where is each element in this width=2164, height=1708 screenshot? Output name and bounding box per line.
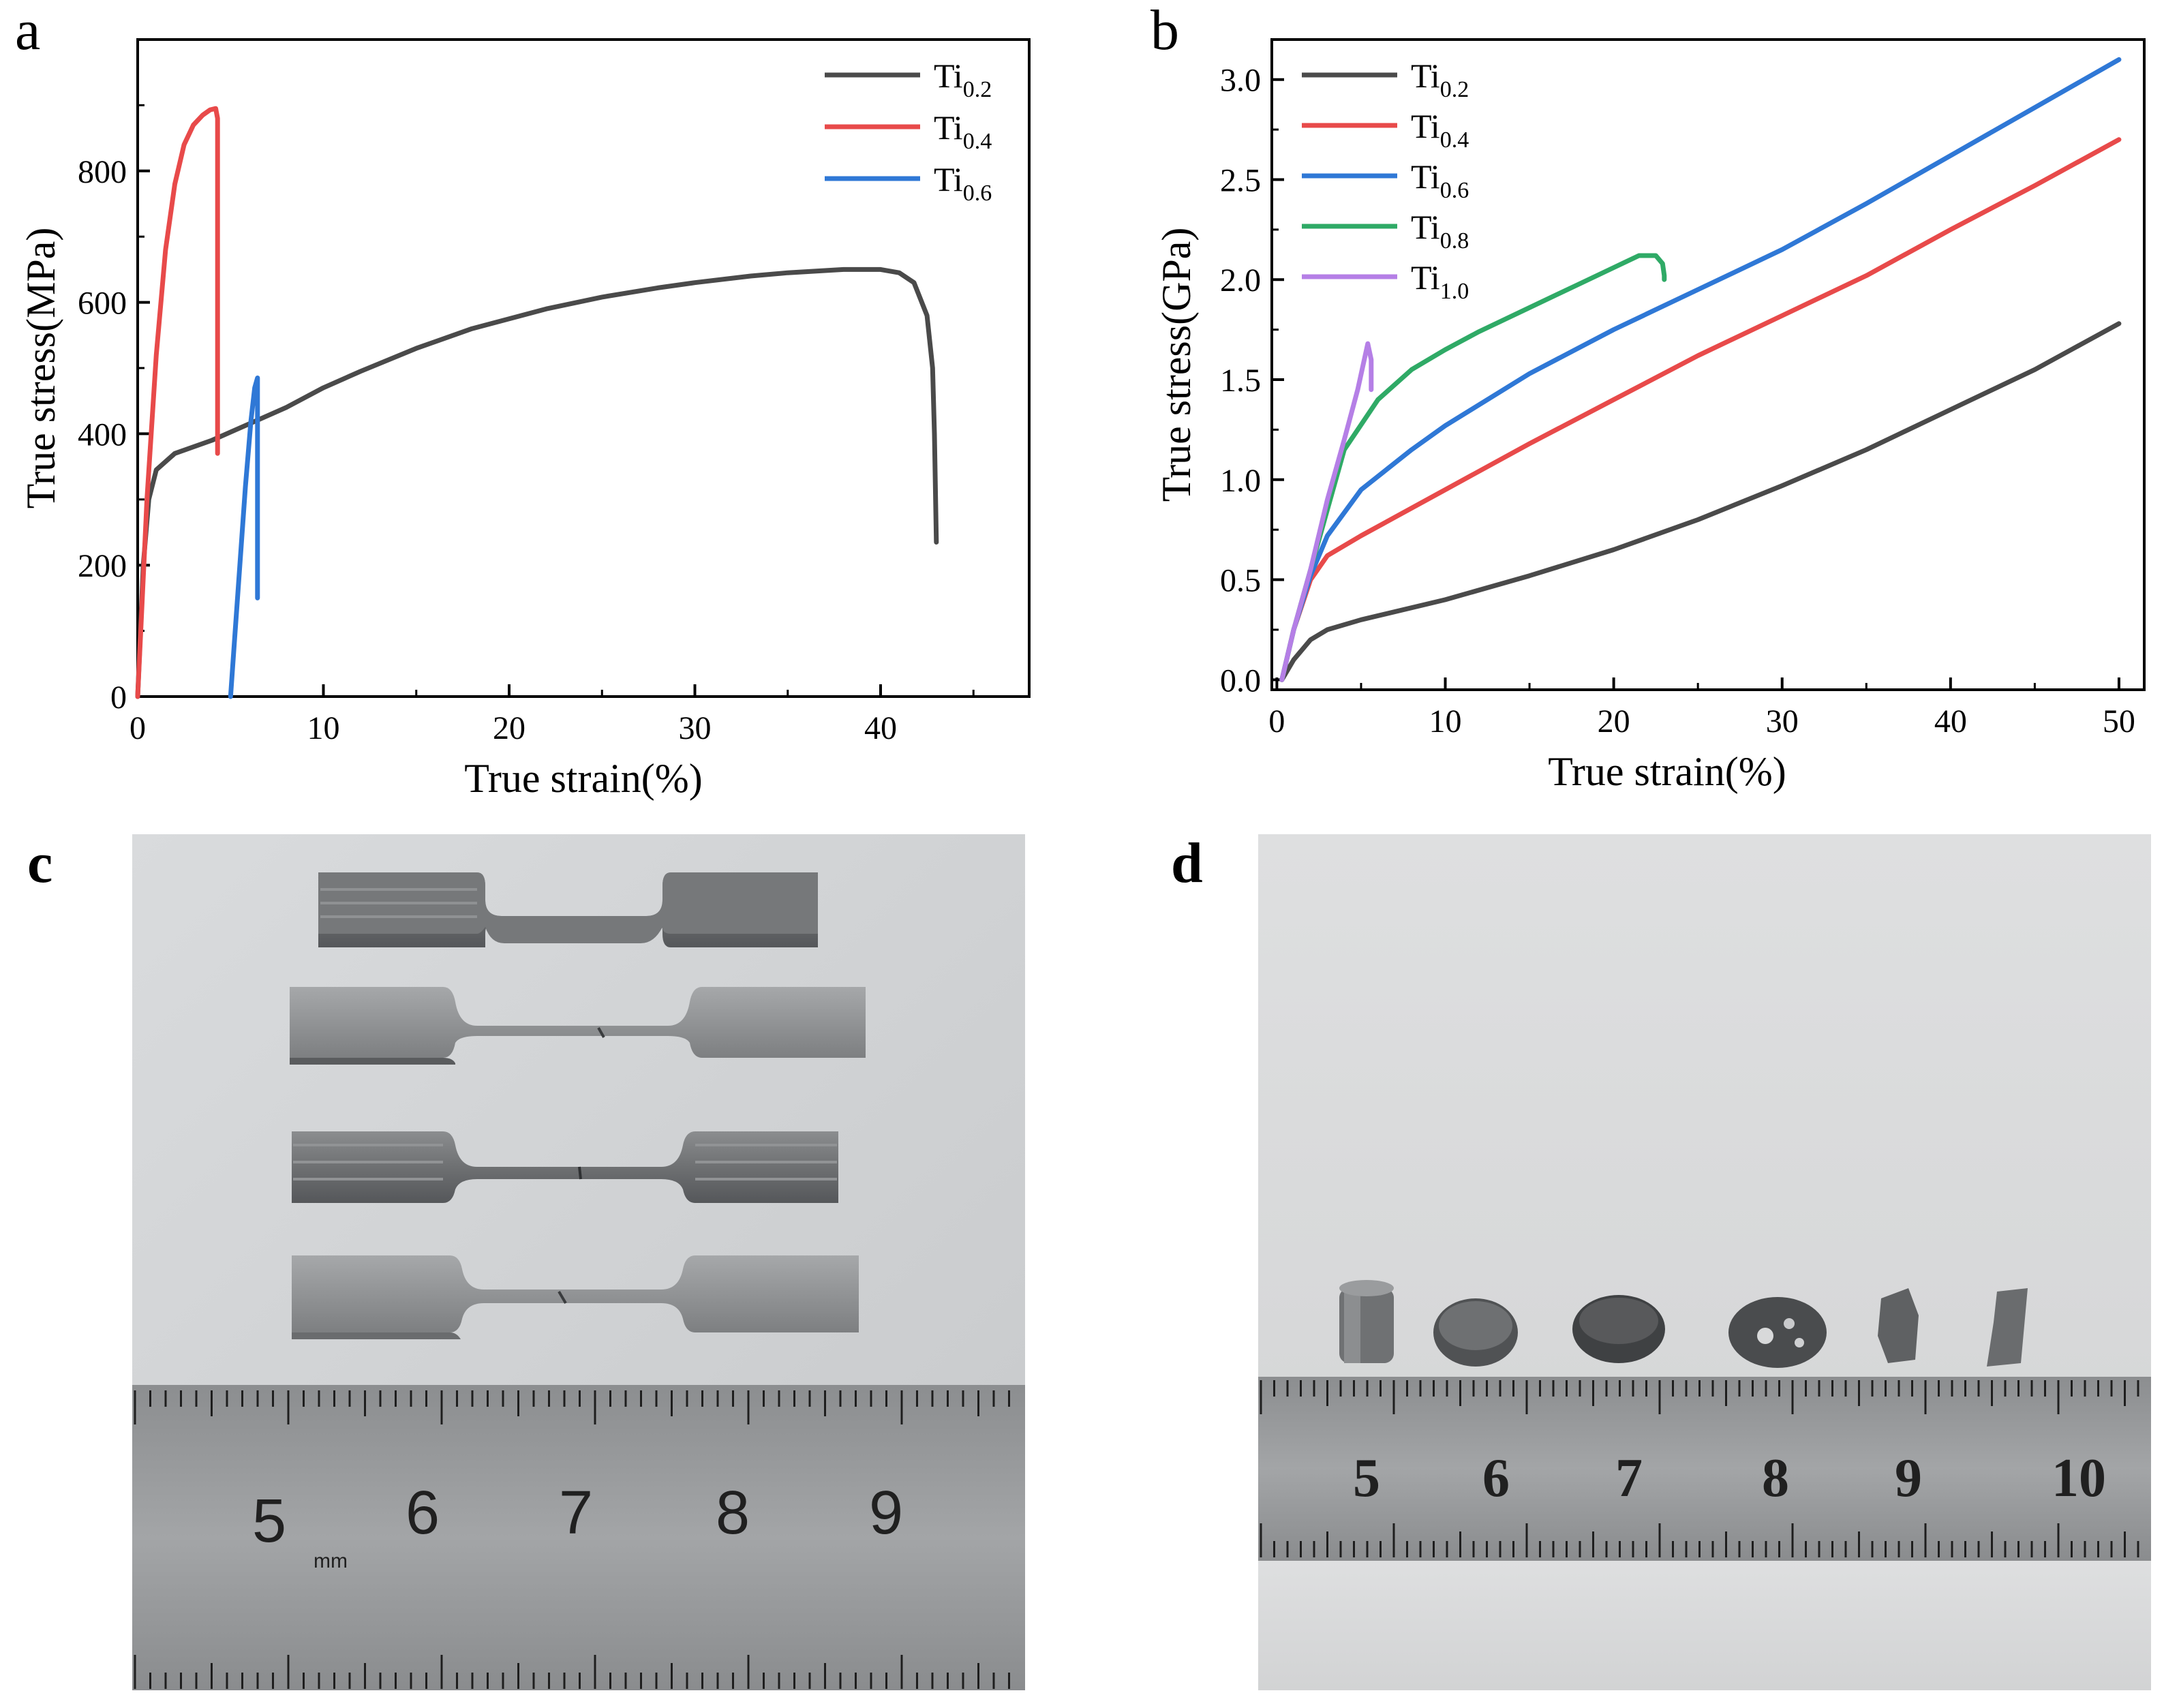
chart-b-frame [1270,38,2146,691]
sample-shard-1 [1878,1288,1919,1363]
ruler-d-number-6: 6 [1482,1448,1510,1508]
chart-a-xlabel: True strain(%) [464,756,702,801]
chart-b-series-Ti1-0 [1279,341,1374,682]
chart-a-ytick-label: 400 [78,416,127,453]
chart-b-legend-label: Ti0.6 [1411,157,1469,203]
panel-label-b: b [1150,0,1179,62]
ruler-c-number-5: 5 [252,1487,286,1555]
chart-a-ytick-label: 200 [78,548,127,584]
chart-a-series-Ti0-2 [135,266,939,699]
chart-a-ytick-label: 800 [78,154,127,190]
sample-disk-1 [1433,1298,1518,1367]
chart-a-legend-label: Ti0.6 [934,160,992,206]
chart-b-ytick-label: 1.0 [1220,463,1261,499]
chart-a-series-Ti0-4 [135,106,220,699]
chart-a-xtick-label: 40 [864,710,897,746]
chart-b-ylabel: True stress(GPa) [1154,228,1199,502]
chart-a-frame [136,38,1031,698]
ruler-c-number-7: 7 [559,1479,593,1547]
chart-a-ytick-label: 600 [78,286,127,322]
chart-b-xlabel: True strain(%) [1548,749,1786,794]
chart-b-legend-label: Ti0.4 [1411,107,1469,153]
chart-b-series-Ti0-6 [1279,57,2122,682]
panel-label-d: d [1171,832,1203,895]
chart-b: 0 10 20 30 40 50 0.0 0.5 1.0 1.5 2.0 2.5 3.0 True str… [1154,38,2146,794]
ruler-c-number-6: 6 [406,1479,440,1547]
chart-a-xtick-label: 10 [307,710,340,746]
specimen-1 [318,872,818,947]
chart-a-xtick-label: 30 [679,710,712,746]
chart-b-legend-label: Ti0.2 [1411,57,1469,102]
chart-a-ytick-label: 0 [110,680,127,716]
chart-b-ytick-label: 2.0 [1220,262,1261,299]
ruler-c: 5 6 7 8 9 mm [132,1385,1025,1690]
chart-b-ytick-label: 3.0 [1220,63,1261,99]
ruler-d: 5 6 7 8 9 10 [1258,1377,2151,1561]
photo-d: 5 6 7 8 9 10 [1258,834,2151,1690]
ruler-c-unit: mm [314,1550,348,1572]
chart-b-ytick-label: 0.5 [1220,563,1261,599]
chart-b-series-Ti0-8 [1279,253,1667,682]
chart-b-xtick-label: 10 [1429,703,1462,739]
chart-a-series-Ti0-6 [228,376,260,699]
chart-a-xtick-label: 20 [493,710,525,746]
chart-b-legend-label: Ti1.0 [1411,258,1469,304]
specimen-3 [292,1131,838,1203]
specimen-4 [292,1255,859,1339]
sample-fragments [1728,1297,1827,1368]
chart-b-legend-label: Ti0.8 [1411,208,1469,254]
specimen-2 [290,987,866,1065]
photo-c: 5 6 7 8 9 mm [132,834,1025,1690]
ruler-c-number-9: 9 [869,1479,903,1547]
panel-label-a: a [15,0,41,62]
ruler-d-number-9: 9 [1895,1448,1922,1508]
chart-b-ytick-label: 1.5 [1220,363,1261,399]
chart-b-ytick-label: 0.0 [1220,662,1261,699]
sample-disk-2 [1572,1295,1665,1363]
chart-b-series-Ti0-2 [1279,321,2122,682]
sample-cylinder [1339,1280,1394,1363]
panel-label-c: c [27,832,53,895]
chart-b-xtick-label: 20 [1598,703,1630,739]
chart-a-xtick-label: 0 [129,710,146,746]
chart-b-xtick-label: 50 [2103,703,2135,739]
chart-b-ytick-label: 2.5 [1220,162,1261,198]
chart-b-xtick-label: 40 [1934,703,1967,739]
sample-shard-2 [1987,1288,2028,1367]
chart-b-xtick-label: 30 [1766,703,1799,739]
chart-a-legend-label: Ti0.2 [934,57,992,102]
chart-a-legend-label: Ti0.4 [934,108,992,154]
ruler-d-number-5: 5 [1353,1448,1380,1508]
chart-b-series-Ti0-4 [1279,137,2122,682]
ruler-d-number-8: 8 [1762,1448,1789,1508]
chart-a-ylabel: True stress(MPa) [18,228,63,509]
ruler-d-number-7: 7 [1615,1448,1643,1508]
ruler-d-number-10: 10 [2052,1448,2106,1508]
ruler-c-number-8: 8 [716,1479,750,1547]
chart-b-xtick-label: 0 [1268,703,1285,739]
